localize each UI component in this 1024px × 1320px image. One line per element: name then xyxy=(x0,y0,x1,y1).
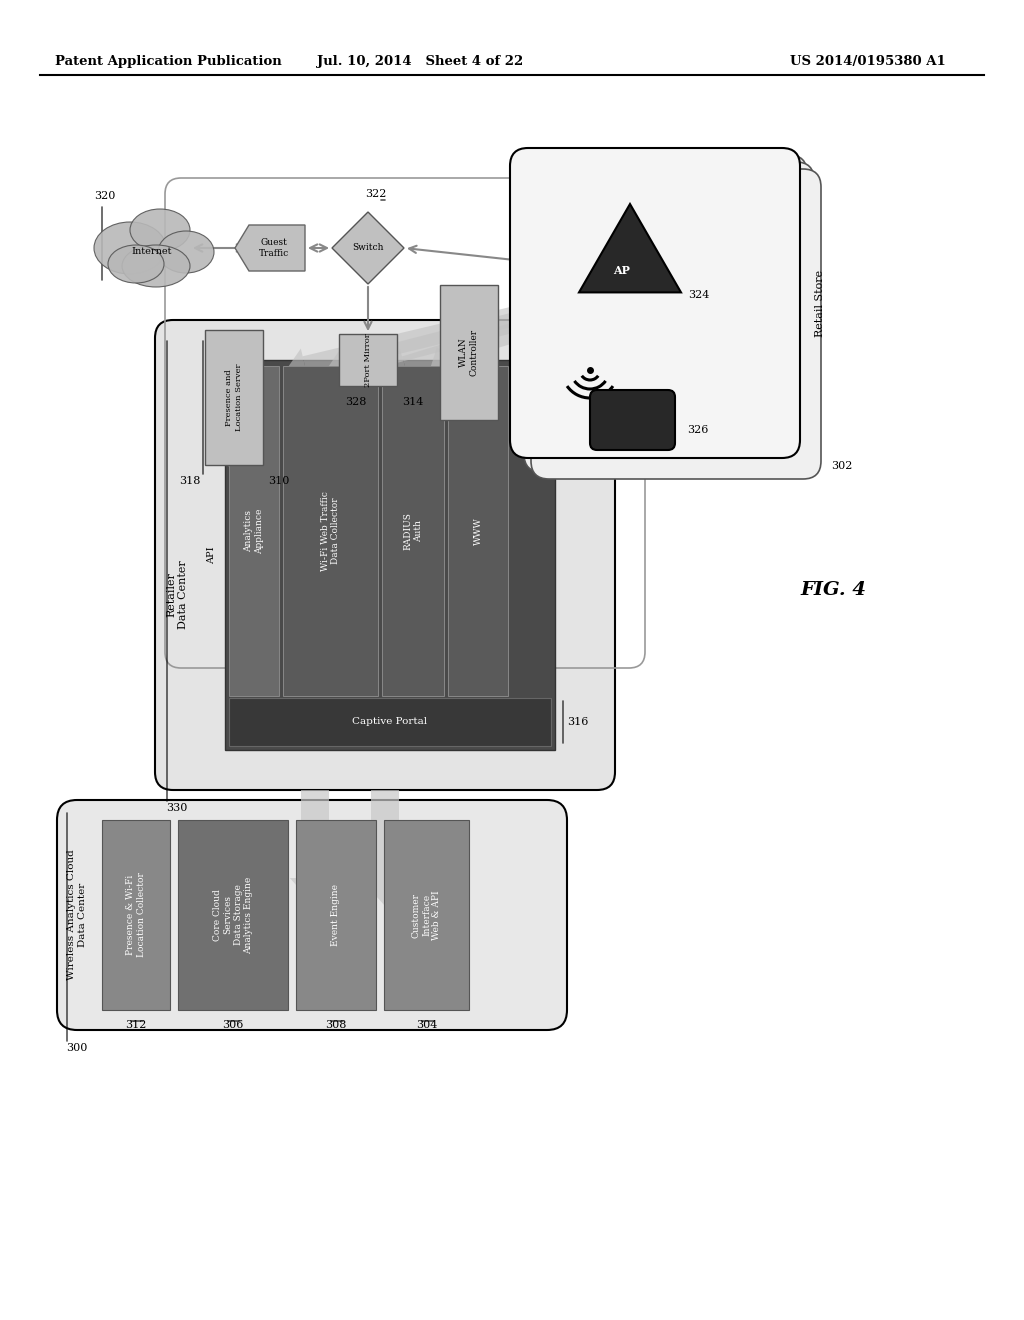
Text: Analytics
Appliance: Analytics Appliance xyxy=(245,508,264,553)
Bar xyxy=(339,334,397,385)
Polygon shape xyxy=(326,348,349,383)
Ellipse shape xyxy=(130,209,190,251)
Text: 2Port Mirror: 2Port Mirror xyxy=(364,333,372,387)
Text: US 2014/0195380 A1: US 2014/0195380 A1 xyxy=(790,55,946,69)
Bar xyxy=(384,820,469,1010)
Polygon shape xyxy=(301,789,329,878)
Text: Internet: Internet xyxy=(132,248,172,256)
Text: 304: 304 xyxy=(416,1020,437,1030)
Polygon shape xyxy=(359,878,411,906)
Text: WWW: WWW xyxy=(473,517,482,545)
Bar xyxy=(229,698,551,746)
FancyBboxPatch shape xyxy=(510,148,800,458)
Text: 300: 300 xyxy=(67,1043,88,1053)
Bar xyxy=(440,285,498,420)
Ellipse shape xyxy=(122,246,190,286)
Text: 330: 330 xyxy=(166,803,187,813)
Text: WLAN
Controller: WLAN Controller xyxy=(460,329,478,376)
Polygon shape xyxy=(402,282,648,376)
Polygon shape xyxy=(436,362,478,424)
Bar xyxy=(296,820,376,1010)
Text: Wi-Fi Web Traffic
Data Collector: Wi-Fi Web Traffic Data Collector xyxy=(321,491,340,572)
Polygon shape xyxy=(371,789,399,878)
Text: 326: 326 xyxy=(687,425,709,436)
Ellipse shape xyxy=(94,222,166,275)
FancyBboxPatch shape xyxy=(57,800,567,1030)
Text: 312: 312 xyxy=(125,1020,146,1030)
Bar xyxy=(382,366,444,696)
Text: Presence & Wi-Fi
Location Collector: Presence & Wi-Fi Location Collector xyxy=(126,873,145,957)
Polygon shape xyxy=(303,282,617,376)
Polygon shape xyxy=(290,878,340,906)
Text: Patent Application Publication: Patent Application Publication xyxy=(55,55,282,69)
Bar xyxy=(283,366,378,696)
Text: 320: 320 xyxy=(94,191,116,201)
Text: 328: 328 xyxy=(345,397,367,407)
Bar xyxy=(178,820,288,1010)
Text: Switch: Switch xyxy=(352,243,384,252)
Bar xyxy=(102,820,170,1010)
Bar xyxy=(449,366,508,696)
Ellipse shape xyxy=(108,246,164,282)
Text: 318: 318 xyxy=(178,477,200,486)
Text: Customer
Interface
Web & API: Customer Interface Web & API xyxy=(412,890,441,940)
Polygon shape xyxy=(234,224,305,271)
Text: API: API xyxy=(208,546,216,564)
Text: Wireless Analytics Cloud
Data Center: Wireless Analytics Cloud Data Center xyxy=(68,850,87,981)
Polygon shape xyxy=(386,348,411,383)
Text: 316: 316 xyxy=(567,717,589,727)
Text: 302: 302 xyxy=(831,461,853,471)
Text: RADIUS
Auth: RADIUS Auth xyxy=(403,512,423,550)
FancyBboxPatch shape xyxy=(155,319,615,789)
Ellipse shape xyxy=(158,231,214,273)
Polygon shape xyxy=(579,205,681,293)
Text: Retailer
Data Center: Retailer Data Center xyxy=(166,561,187,630)
Text: 314: 314 xyxy=(402,397,423,407)
Text: 306: 306 xyxy=(222,1020,244,1030)
Text: Jul. 10, 2014   Sheet 4 of 22: Jul. 10, 2014 Sheet 4 of 22 xyxy=(316,55,523,69)
FancyBboxPatch shape xyxy=(531,169,821,479)
FancyBboxPatch shape xyxy=(590,389,675,450)
Text: Guest
Traffic: Guest Traffic xyxy=(259,239,289,257)
Text: Core Cloud
Services
Data Storage
Analytics Engine: Core Cloud Services Data Storage Analyti… xyxy=(213,876,253,953)
Polygon shape xyxy=(342,282,633,376)
Text: Retail Store: Retail Store xyxy=(815,269,825,337)
Text: 310: 310 xyxy=(268,477,290,486)
Text: AP: AP xyxy=(613,264,631,276)
Text: 308: 308 xyxy=(326,1020,347,1030)
Polygon shape xyxy=(332,213,404,284)
Polygon shape xyxy=(429,347,462,374)
Text: FIG. 4: FIG. 4 xyxy=(800,581,866,599)
Text: 324: 324 xyxy=(688,290,710,300)
FancyBboxPatch shape xyxy=(524,162,814,473)
Polygon shape xyxy=(236,359,264,467)
Text: Presence and
Location Server: Presence and Location Server xyxy=(225,364,243,432)
Text: Captive Portal: Captive Portal xyxy=(352,718,428,726)
FancyBboxPatch shape xyxy=(517,154,807,465)
Bar xyxy=(229,366,279,696)
Bar xyxy=(225,360,555,750)
Polygon shape xyxy=(228,466,260,484)
Text: Event Engine: Event Engine xyxy=(332,884,341,946)
Polygon shape xyxy=(286,348,309,384)
Text: 322: 322 xyxy=(366,189,387,199)
Bar xyxy=(205,330,263,465)
